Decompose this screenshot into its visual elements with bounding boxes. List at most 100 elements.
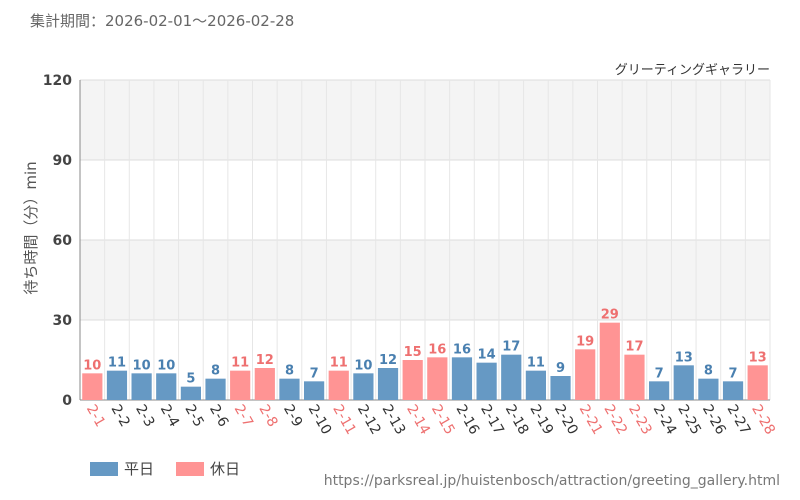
y-tick-label: 90 <box>53 153 73 169</box>
period-label: 集計期間：2026-02-01〜2026-02-28 <box>30 12 295 30</box>
bar-value-label: 14 <box>478 348 496 363</box>
bar-value-label: 16 <box>453 342 471 357</box>
x-tick-label: 2-25 <box>674 402 704 438</box>
bar-2-20 <box>550 376 571 400</box>
x-tick-label: 2-17 <box>477 402 507 438</box>
bar-value-label: 5 <box>186 372 195 387</box>
y-tick-label: 30 <box>53 313 73 329</box>
bar-value-label: 15 <box>404 345 422 360</box>
bar-2-3 <box>131 373 152 400</box>
x-tick-label: 2-27 <box>724 402 754 438</box>
x-tick-label: 2-28 <box>748 402 778 438</box>
bars: 10 11 10 10 5 8 11 12 8 7 11 10 12 15 16 16 14 17 11 9 19 29 1… <box>82 308 768 400</box>
bar-value-label: 12 <box>379 353 397 368</box>
bar-2-18 <box>501 354 522 400</box>
bar-2-21 <box>575 349 596 400</box>
bar-2-8 <box>254 368 275 400</box>
x-tick-label: 2-23 <box>625 402 655 438</box>
x-tick-label: 2-4 <box>157 402 182 430</box>
x-tick-label: 2-16 <box>453 402 483 438</box>
y-axis-ticks: 0 30 60 90 120 <box>43 73 72 409</box>
x-tick-label: 2-12 <box>354 402 384 438</box>
bar-2-27 <box>722 381 744 400</box>
x-tick-label: 2-19 <box>526 402 556 438</box>
bar-2-24 <box>649 381 670 400</box>
bar-2-6 <box>205 378 226 400</box>
y-tick-label: 0 <box>62 393 72 409</box>
x-tick-label: 2-15 <box>428 402 458 438</box>
wait-time-bar-chart: 10 11 10 10 5 8 11 12 8 7 11 10 12 15 16 16 14 17 11 9 19 29 1… <box>22 63 778 438</box>
bar-value-label: 17 <box>625 340 643 355</box>
bar-value-label: 7 <box>655 366 664 381</box>
legend-item-weekday: 平日 <box>90 458 154 479</box>
x-tick-label: 2-13 <box>379 402 409 438</box>
bar-2-2 <box>106 370 128 400</box>
bar-2-17 <box>476 362 497 400</box>
bar-2-25 <box>673 365 694 400</box>
bar-2-10 <box>304 381 325 400</box>
y-tick-label: 60 <box>53 233 73 249</box>
bar-2-4 <box>156 373 177 400</box>
bar-2-5 <box>180 386 201 400</box>
bar-value-label: 19 <box>576 334 594 349</box>
bar-value-label: 17 <box>502 340 520 355</box>
legend-swatch-holiday <box>176 461 205 476</box>
bar-2-19 <box>525 370 546 400</box>
bar-2-12 <box>353 373 374 400</box>
source-url[interactable]: https://parksreal.jp/huistenbosch/attrac… <box>323 473 780 489</box>
x-tick-label: 2-14 <box>403 402 433 438</box>
bar-value-label: 8 <box>704 364 713 379</box>
bar-2-13 <box>377 368 399 400</box>
bar-value-label: 11 <box>527 356 545 371</box>
bar-2-26 <box>698 378 719 400</box>
bar-value-label: 16 <box>428 342 446 357</box>
bar-value-label: 10 <box>133 358 151 373</box>
bar-value-label: 9 <box>556 361 565 376</box>
legend-label-weekday: 平日 <box>124 460 155 478</box>
bar-2-16 <box>451 357 473 400</box>
bar-value-label: 11 <box>231 356 249 371</box>
x-tick-label: 2-21 <box>576 402 606 438</box>
bar-value-label: 12 <box>256 353 274 368</box>
bar-2-11 <box>328 370 349 400</box>
legend: 平日 休日 <box>90 458 262 479</box>
x-tick-label: 2-9 <box>280 402 305 430</box>
x-tick-label: 2-1 <box>83 402 108 430</box>
bar-value-label: 13 <box>675 350 693 365</box>
bar-2-7 <box>230 370 251 400</box>
legend-item-holiday: 休日 <box>176 458 240 479</box>
bar-2-1 <box>82 373 103 400</box>
bar-2-28 <box>747 365 768 400</box>
x-tick-label: 2-11 <box>329 402 359 438</box>
legend-swatch-weekday <box>90 461 118 476</box>
x-tick-label: 2-26 <box>699 402 729 438</box>
x-tick-label: 2-8 <box>255 402 280 430</box>
bar-value-label: 11 <box>330 356 348 371</box>
bar-value-label: 10 <box>354 358 372 373</box>
x-tick-label: 2-20 <box>551 402 581 438</box>
x-tick-label: 2-6 <box>206 402 231 430</box>
x-tick-label: 2-24 <box>650 402 680 438</box>
x-tick-label: 2-7 <box>231 402 256 430</box>
bar-value-label: 8 <box>285 364 294 379</box>
bar-value-label: 29 <box>601 308 619 323</box>
bar-2-23 <box>624 354 645 400</box>
y-axis-label: 待ち時間（分）min <box>22 161 40 294</box>
x-tick-label: 2-10 <box>305 402 335 438</box>
bar-2-22 <box>599 322 620 400</box>
bar-value-label: 7 <box>729 366 738 381</box>
bar-value-label: 10 <box>83 358 101 373</box>
bar-2-15 <box>427 357 448 400</box>
y-tick-label: 120 <box>43 73 72 89</box>
bar-2-9 <box>279 378 300 400</box>
bar-2-14 <box>402 360 423 400</box>
bar-value-label: 11 <box>108 356 126 371</box>
x-tick-label: 2-22 <box>600 402 630 438</box>
x-tick-label: 2-5 <box>181 402 206 430</box>
x-axis-ticks: 2-1 2-2 2-3 2-4 2-5 2-6 2-7 2-8 2-9 2-102-112-122… <box>83 402 778 438</box>
bar-value-label: 13 <box>749 350 767 365</box>
bar-value-label: 10 <box>157 358 175 373</box>
bar-value-label: 7 <box>310 366 319 381</box>
x-tick-label: 2-3 <box>132 402 157 430</box>
chart-title: グリーティングギャラリー <box>615 63 770 78</box>
